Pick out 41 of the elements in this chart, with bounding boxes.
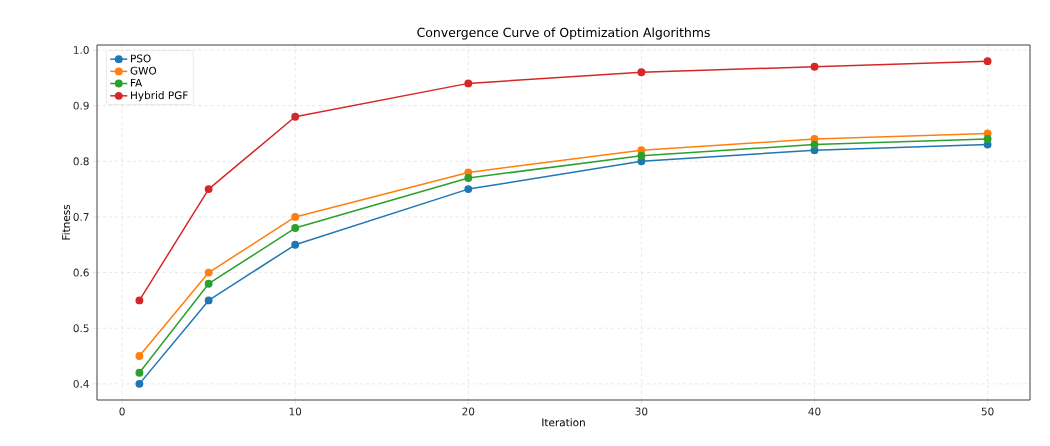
chart-title: Convergence Curve of Optimization Algorithms <box>417 27 710 40</box>
legend-label: FA <box>131 78 143 87</box>
point <box>464 185 473 194</box>
point <box>135 379 144 388</box>
point <box>291 112 300 121</box>
point <box>291 212 300 221</box>
legend-label: GWO <box>130 66 157 75</box>
point <box>135 368 144 377</box>
point <box>637 68 646 77</box>
x-tick-label: 20 <box>462 407 475 416</box>
point <box>204 296 213 305</box>
legend-label: PSO <box>131 54 151 63</box>
x-tick-label: 50 <box>981 407 994 416</box>
y-tick-label: 0.5 <box>73 324 89 333</box>
point <box>810 140 819 149</box>
y-tick-label: 1.0 <box>73 46 89 54</box>
y-tick-label: 0.4 <box>73 379 89 388</box>
point <box>204 185 213 194</box>
point <box>637 151 646 160</box>
y-tick-label: 0.6 <box>73 268 89 277</box>
point <box>291 224 300 232</box>
point <box>983 135 992 143</box>
point <box>291 240 300 249</box>
point <box>464 174 473 182</box>
point <box>135 296 144 305</box>
y-tick-label: 0.9 <box>73 101 89 110</box>
y-tick-label: 0.8 <box>73 157 89 166</box>
x-tick-label: 0 <box>119 407 125 416</box>
x-tick-label: 30 <box>635 407 648 416</box>
point <box>464 79 473 88</box>
point <box>983 57 992 66</box>
y-tick-label: 0.7 <box>73 212 89 221</box>
point <box>204 279 213 288</box>
x-tick-label: 40 <box>808 407 821 416</box>
point <box>810 62 819 71</box>
x-tick-label: 10 <box>289 407 302 416</box>
point <box>204 268 213 277</box>
y-axis-title: Fitness <box>61 204 70 240</box>
x-axis-title: Iteration <box>542 418 585 427</box>
point <box>135 352 144 360</box>
legend-label: Hybrid PGF <box>131 91 188 102</box>
